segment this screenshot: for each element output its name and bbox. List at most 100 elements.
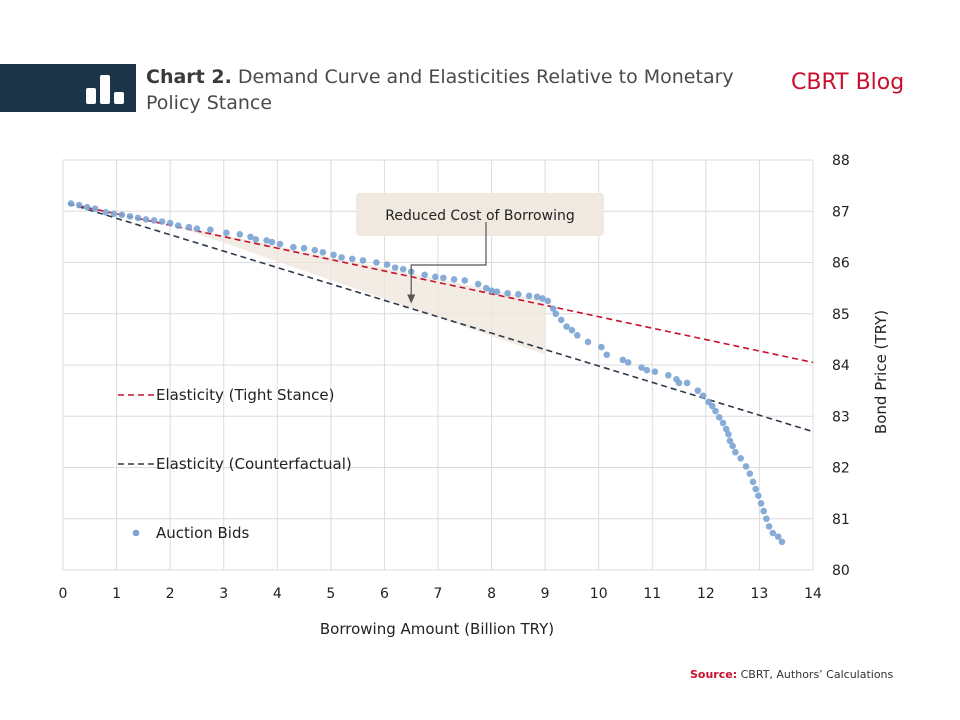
auction-bid-point bbox=[290, 243, 297, 251]
auction-bid-point bbox=[488, 287, 495, 294]
auction-bid-point bbox=[732, 448, 739, 456]
header-bar bbox=[0, 64, 136, 112]
tight-stance-line bbox=[68, 202, 814, 364]
auction-bid-point bbox=[126, 213, 134, 220]
x-tick-label: 12 bbox=[697, 586, 715, 602]
x-tick-label: 14 bbox=[804, 586, 822, 602]
shade-layer bbox=[170, 224, 546, 355]
auction-bid-point bbox=[708, 402, 716, 410]
legend-swatch-dot bbox=[132, 529, 140, 537]
auction-bid-point bbox=[359, 257, 367, 264]
auction-bid-point bbox=[207, 226, 214, 233]
auction-bid-point bbox=[778, 538, 786, 546]
point-layer bbox=[67, 200, 786, 546]
x-tick-label: 1 bbox=[112, 586, 121, 602]
auction-bid-point bbox=[348, 255, 356, 263]
auction-bid-point bbox=[563, 323, 570, 330]
x-tick-label: 5 bbox=[326, 586, 335, 602]
x-tick-label: 0 bbox=[59, 586, 68, 602]
auction-bid-point bbox=[725, 430, 732, 438]
auction-bid-point bbox=[319, 248, 327, 256]
x-tick-label: 11 bbox=[643, 586, 661, 602]
source-text: CBRT, Authors’ Calculations bbox=[740, 668, 894, 681]
auction-bid-point bbox=[174, 222, 182, 229]
auction-bid-point bbox=[726, 437, 734, 445]
auction-bid-point bbox=[142, 216, 150, 223]
annotation-arrowhead bbox=[407, 294, 416, 304]
auction-bid-point bbox=[742, 463, 750, 470]
auction-bid-point bbox=[450, 276, 458, 283]
auction-bid-point bbox=[236, 231, 244, 238]
x-tick-label: 9 bbox=[541, 586, 550, 602]
auction-bid-point bbox=[158, 218, 166, 225]
source-label: Source: bbox=[690, 668, 738, 681]
y-tick-label: 88 bbox=[832, 153, 850, 169]
auction-bid-point bbox=[311, 246, 319, 254]
auction-bid-point bbox=[461, 277, 469, 284]
auction-bid-point bbox=[769, 529, 777, 537]
auction-bid-point bbox=[699, 392, 707, 400]
source-note: Source: CBRT, Authors’ Calculations bbox=[690, 668, 893, 681]
line-layer bbox=[68, 202, 814, 433]
y-tick-label: 86 bbox=[832, 256, 850, 272]
y-tick-label: 84 bbox=[832, 358, 850, 374]
chart-number: Chart 2. bbox=[146, 66, 232, 88]
auction-bid-point bbox=[399, 265, 407, 273]
auction-bid-point bbox=[432, 273, 439, 281]
auction-bid-point bbox=[493, 288, 501, 296]
y-tick-label: 80 bbox=[832, 563, 850, 579]
auction-bid-point bbox=[91, 205, 99, 212]
auction-bid-point bbox=[440, 274, 447, 282]
annotation-arrow-line bbox=[410, 222, 487, 296]
x-tick-label: 6 bbox=[380, 586, 389, 602]
auction-bid-point bbox=[504, 289, 511, 297]
auction-bid-point bbox=[263, 237, 270, 244]
auction-bid-point bbox=[338, 254, 345, 261]
auction-bid-point bbox=[515, 290, 522, 298]
auction-bid-point bbox=[552, 310, 560, 318]
auction-bid-point bbox=[373, 259, 380, 266]
auction-bid-point bbox=[83, 203, 91, 211]
auction-bid-point bbox=[223, 229, 230, 237]
auction-bid-point bbox=[729, 442, 736, 450]
auction-bid-point bbox=[193, 225, 201, 232]
y-tick-label: 82 bbox=[832, 461, 850, 477]
auction-bid-point bbox=[525, 292, 533, 300]
x-tick-label: 4 bbox=[273, 586, 282, 602]
auction-bid-point bbox=[482, 284, 490, 292]
auction-bid-point bbox=[619, 356, 627, 364]
annotation-label: Reduced Cost of Borrowing bbox=[385, 208, 574, 224]
auction-bid-point bbox=[651, 368, 659, 375]
auction-bid-point bbox=[268, 238, 276, 246]
x-tick-label: 13 bbox=[751, 586, 769, 602]
auction-bid-point bbox=[67, 200, 75, 207]
auction-bid-point bbox=[300, 244, 308, 252]
auction-bid-point bbox=[474, 280, 482, 288]
auction-bid-point bbox=[755, 492, 762, 499]
auction-bid-point bbox=[150, 217, 158, 224]
annotation-layer: Reduced Cost of Borrowing bbox=[356, 193, 604, 304]
x-tick-label: 8 bbox=[487, 586, 496, 602]
auction-bid-point bbox=[765, 523, 773, 530]
y-tick-label: 81 bbox=[832, 512, 850, 528]
auction-bid-point bbox=[533, 293, 541, 301]
auction-bid-point bbox=[752, 485, 759, 493]
auction-bid-point bbox=[749, 478, 757, 486]
legend-label: Auction Bids bbox=[156, 524, 249, 542]
auction-bid-point bbox=[185, 223, 193, 231]
auction-bid-point bbox=[110, 210, 118, 218]
annotation-box bbox=[356, 193, 604, 236]
auction-bid-point bbox=[763, 515, 770, 523]
bar-chart-icon bbox=[86, 75, 124, 104]
x-axis-title: Borrowing Amount (Billion TRY) bbox=[320, 620, 554, 638]
auction-bid-point bbox=[544, 297, 552, 305]
auction-bid-point bbox=[719, 419, 727, 427]
auction-bid-point bbox=[573, 331, 581, 339]
auction-bid-point bbox=[391, 264, 399, 271]
auction-bid-point bbox=[715, 413, 723, 421]
x-tick-label: 3 bbox=[219, 586, 228, 602]
legend-label: Elasticity (Tight Stance) bbox=[156, 386, 334, 404]
legend-layer: Elasticity (Tight Stance) Elasticity (Cou… bbox=[118, 386, 352, 542]
auction-bid-point bbox=[276, 240, 284, 248]
